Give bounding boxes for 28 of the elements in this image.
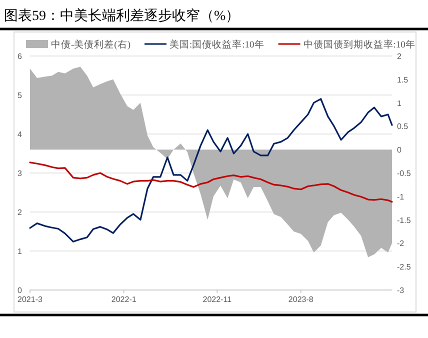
- x-tick-label: 2023-8: [288, 295, 314, 304]
- y2-tick-label: 0: [397, 146, 402, 155]
- line-series: [29, 98, 393, 242]
- y2-tick-label: 0.5: [397, 122, 409, 132]
- y2-tick-label: -1.5: [397, 216, 412, 225]
- y2-tick-label: 1: [397, 98, 402, 108]
- y-tick-label: 4: [18, 130, 23, 139]
- y-tick-label: 1: [18, 247, 23, 256]
- legend-label: 中债-美债利差(右): [51, 38, 130, 50]
- x-tick-label: 2022-1: [111, 295, 137, 304]
- y2-tick-label: -2: [397, 239, 405, 248]
- x-tick-label: 2021-3: [18, 295, 43, 304]
- y-tick-label: 3: [18, 169, 23, 178]
- line-series: [29, 162, 393, 203]
- y2-tick-label: -3: [397, 286, 405, 295]
- y2-tick-label: -0.5: [397, 169, 412, 178]
- y2-tick-label: -1: [397, 192, 405, 202]
- y-tick-label: 6: [18, 52, 23, 61]
- legend-label: 美国:国债收益率:10年: [170, 38, 264, 50]
- chart-title: 图表59：中美长端利差逐步收窄（%）: [4, 8, 240, 24]
- y2-tick-label: 1.5: [397, 75, 409, 84]
- y-tick-label: 0: [18, 286, 23, 295]
- y2-tick-label: 2: [397, 52, 402, 61]
- x-tick-label: 2022-11: [202, 295, 232, 304]
- y-tick-label: 5: [18, 91, 23, 100]
- legend-label: 中债国债到期收益率:10年: [303, 38, 416, 50]
- y2-tick-label: -2.5: [397, 262, 412, 272]
- y-tick-label: 2: [18, 208, 23, 217]
